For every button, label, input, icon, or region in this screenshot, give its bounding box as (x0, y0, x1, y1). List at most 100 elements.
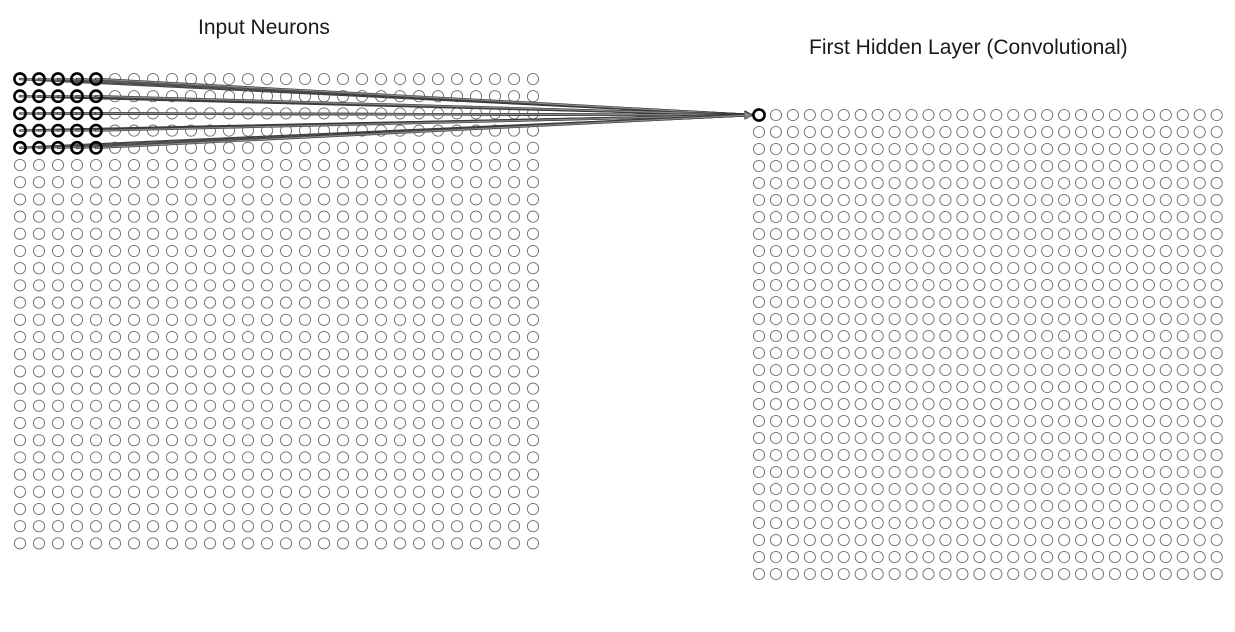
hidden-neuron (1024, 295, 1037, 309)
hidden-neuron (803, 210, 816, 224)
hidden-neuron (1142, 516, 1155, 530)
input-neuron (412, 485, 426, 498)
input-neuron (336, 537, 350, 550)
hidden-neuron (871, 159, 884, 173)
hidden-neuron (1041, 431, 1054, 445)
input-neuron (203, 468, 217, 481)
input-neuron (488, 382, 502, 395)
hidden-neuron (1142, 346, 1155, 360)
input-neuron (165, 451, 179, 464)
hidden-neuron (786, 550, 799, 564)
hidden-neuron (1193, 550, 1206, 564)
input-neuron (298, 365, 312, 378)
hidden-neuron (990, 533, 1003, 547)
input-neuron (412, 262, 426, 275)
input-neuron (146, 262, 160, 275)
hidden-neuron (820, 499, 833, 513)
hidden-neuron (990, 142, 1003, 156)
input-neuron (108, 485, 122, 498)
hidden-neuron (769, 397, 783, 411)
input-neuron (507, 348, 521, 361)
input-neuron (526, 279, 540, 292)
input-neuron (488, 451, 502, 464)
input-neuron (279, 365, 293, 378)
hidden-neuron (905, 516, 918, 530)
input-neuron (127, 262, 141, 275)
hidden-neuron (1125, 312, 1138, 326)
input-neuron (336, 313, 350, 326)
hidden-neuron (1024, 108, 1037, 122)
receptive-field-neuron (89, 72, 103, 86)
input-neuron (317, 382, 331, 395)
hidden-neuron-grid (752, 108, 1223, 581)
hidden-neuron (1024, 465, 1037, 479)
input-neuron (298, 537, 312, 550)
input-neuron (222, 176, 236, 189)
input-neuron (70, 382, 84, 395)
hidden-neuron (1125, 261, 1138, 275)
hidden-neuron (769, 448, 783, 462)
hidden-neuron (769, 431, 783, 445)
hidden-neuron (1159, 482, 1172, 496)
hidden-neuron (803, 448, 816, 462)
input-neuron (317, 141, 331, 154)
input-neuron (298, 434, 312, 447)
hidden-neuron (837, 108, 850, 122)
hidden-neuron (752, 567, 766, 581)
hidden-neuron (854, 142, 867, 156)
hidden-neuron (1075, 516, 1088, 530)
input-neuron (412, 468, 426, 481)
input-neuron (241, 262, 255, 275)
input-neuron (450, 468, 464, 481)
hidden-neuron (1024, 193, 1037, 207)
input-neuron (146, 485, 160, 498)
hidden-neuron (1159, 312, 1172, 326)
input-neuron (279, 227, 293, 240)
input-neuron (51, 193, 65, 206)
hidden-neuron (1193, 414, 1206, 428)
input-neuron (374, 227, 388, 240)
input-neuron (450, 296, 464, 309)
hidden-neuron (1176, 431, 1189, 445)
input-neuron (431, 382, 445, 395)
hidden-neuron (752, 414, 766, 428)
input-neuron (184, 382, 198, 395)
receptive-field-neuron (51, 140, 65, 155)
input-neuron (317, 279, 331, 292)
hidden-neuron (922, 176, 935, 190)
input-neuron (51, 468, 65, 481)
input-neuron (507, 468, 521, 481)
hidden-neuron (786, 448, 799, 462)
hidden-neuron (1176, 363, 1189, 377)
input-neuron (108, 227, 122, 240)
hidden-neuron (803, 176, 816, 190)
hidden-neuron (1193, 193, 1206, 207)
receptive-field-neuron (51, 106, 65, 121)
input-neuron (431, 416, 445, 430)
hidden-neuron (854, 329, 867, 343)
hidden-neuron (854, 210, 867, 224)
hidden-neuron (1007, 482, 1020, 496)
hidden-neuron (1159, 499, 1172, 513)
input-neuron (374, 434, 388, 447)
receptive-field-neuron (32, 123, 46, 138)
input-neuron (165, 193, 179, 206)
input-neuron (507, 158, 521, 172)
input-neuron (298, 502, 312, 516)
hidden-neuron (769, 380, 783, 394)
input-neuron (184, 296, 198, 309)
hidden-neuron (1007, 125, 1020, 139)
hidden-neuron (1058, 363, 1071, 377)
hidden-neuron (837, 159, 850, 173)
input-neuron (165, 176, 179, 189)
hidden-neuron (956, 108, 969, 122)
hidden-neuron (752, 125, 766, 139)
input-neuron (279, 537, 293, 550)
input-neuron (412, 434, 426, 447)
input-neuron (13, 416, 27, 430)
hidden-neuron (1007, 465, 1020, 479)
input-neuron (355, 382, 369, 395)
input-neuron (298, 193, 312, 206)
input-neuron (51, 348, 65, 361)
hidden-neuron (837, 516, 850, 530)
